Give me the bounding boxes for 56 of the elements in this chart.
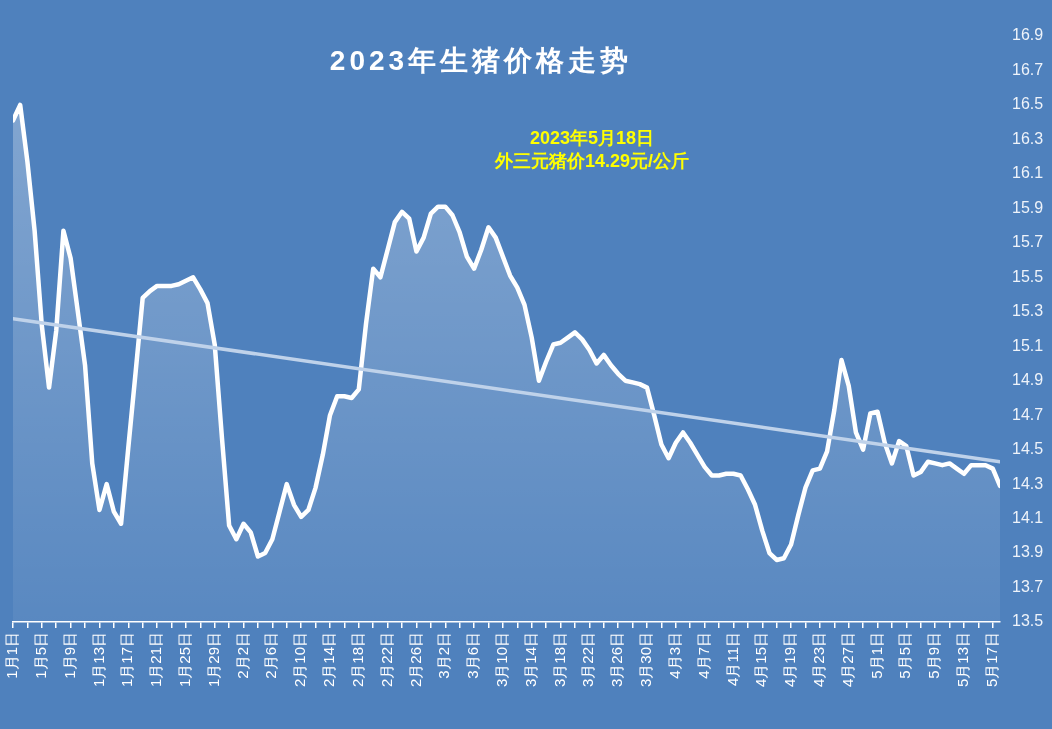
y-tick-label: 16.3 bbox=[1012, 129, 1044, 147]
y-tick-label: 14.7 bbox=[1012, 405, 1044, 423]
y-tick-label: 13.7 bbox=[1012, 577, 1044, 595]
x-tick-label: 3月30日 bbox=[637, 632, 655, 688]
x-tick-label: 5月1日 bbox=[867, 632, 885, 679]
y-tick-label: 14.9 bbox=[1012, 371, 1044, 389]
x-tick-label: 1月25日 bbox=[176, 632, 194, 688]
x-tick-label: 5月17日 bbox=[982, 632, 1000, 688]
x-tick-label: 2月26日 bbox=[406, 632, 424, 688]
x-tick-label: 1月29日 bbox=[204, 632, 222, 688]
x-tick-label: 2月18日 bbox=[348, 632, 366, 688]
chart-title: 2023年生猪价格走势 bbox=[328, 44, 634, 78]
annotation: 外三元猪价14.29元/公斤 bbox=[493, 150, 690, 173]
x-tick-label: 5月5日 bbox=[896, 632, 914, 679]
x-tick-label: 3月2日 bbox=[435, 632, 453, 679]
y-tick-label: 16.1 bbox=[1012, 164, 1044, 182]
x-tick-label: 4月23日 bbox=[810, 632, 828, 688]
y-tick-label: 15.9 bbox=[1012, 198, 1044, 216]
x-tick-label: 3月26日 bbox=[608, 632, 626, 688]
y-tick-label: 15.7 bbox=[1012, 233, 1044, 251]
x-tick-label: 4月11日 bbox=[723, 632, 741, 686]
x-tick-label: 4月27日 bbox=[838, 632, 856, 688]
y-tick-label: 14.5 bbox=[1012, 440, 1044, 458]
y-tick-label: 16.7 bbox=[1012, 60, 1044, 78]
x-tick-label: 1月5日 bbox=[31, 632, 49, 679]
y-tick-label: 13.5 bbox=[1012, 612, 1044, 630]
y-tick-label: 15.3 bbox=[1012, 302, 1044, 320]
y-tick-label: 14.3 bbox=[1012, 474, 1044, 492]
x-tick-label: 1月13日 bbox=[89, 632, 107, 688]
x-tick-label: 3月6日 bbox=[464, 632, 482, 679]
x-tick-label: 3月10日 bbox=[493, 632, 511, 688]
x-tick-label: 5月9日 bbox=[925, 632, 943, 679]
x-tick-label: 2月22日 bbox=[377, 632, 395, 688]
y-tick-label: 15.5 bbox=[1012, 267, 1044, 285]
x-tick-label: 2月6日 bbox=[262, 632, 280, 679]
y-tick-label: 13.9 bbox=[1012, 543, 1044, 561]
x-tick-label: 4月15日 bbox=[752, 632, 770, 688]
x-tick-label: 1月21日 bbox=[147, 632, 165, 688]
x-tick-label: 2月14日 bbox=[320, 632, 338, 688]
x-tick-label: 1月1日 bbox=[3, 632, 21, 679]
x-tick-label: 3月18日 bbox=[550, 632, 568, 688]
y-tick-label: 16.5 bbox=[1012, 95, 1044, 113]
x-tick-label: 3月14日 bbox=[521, 632, 539, 688]
x-tick-label: 2月10日 bbox=[291, 632, 309, 688]
x-tick-label: 2月2日 bbox=[233, 632, 251, 679]
x-tick-label: 4月19日 bbox=[781, 632, 799, 688]
y-tick-label: 16.9 bbox=[1012, 26, 1044, 44]
x-tick-label: 5月13日 bbox=[954, 632, 972, 688]
y-tick-label: 14.1 bbox=[1012, 508, 1044, 526]
x-tick-label: 1月9日 bbox=[60, 632, 78, 679]
x-tick-label: 4月7日 bbox=[694, 632, 712, 679]
annotation: 2023年5月18日 bbox=[528, 127, 656, 150]
y-tick-label: 15.1 bbox=[1012, 336, 1044, 354]
x-tick-label: 1月17日 bbox=[118, 632, 136, 688]
x-tick-label: 3月22日 bbox=[579, 632, 597, 688]
x-tick-label: 4月3日 bbox=[665, 632, 683, 679]
